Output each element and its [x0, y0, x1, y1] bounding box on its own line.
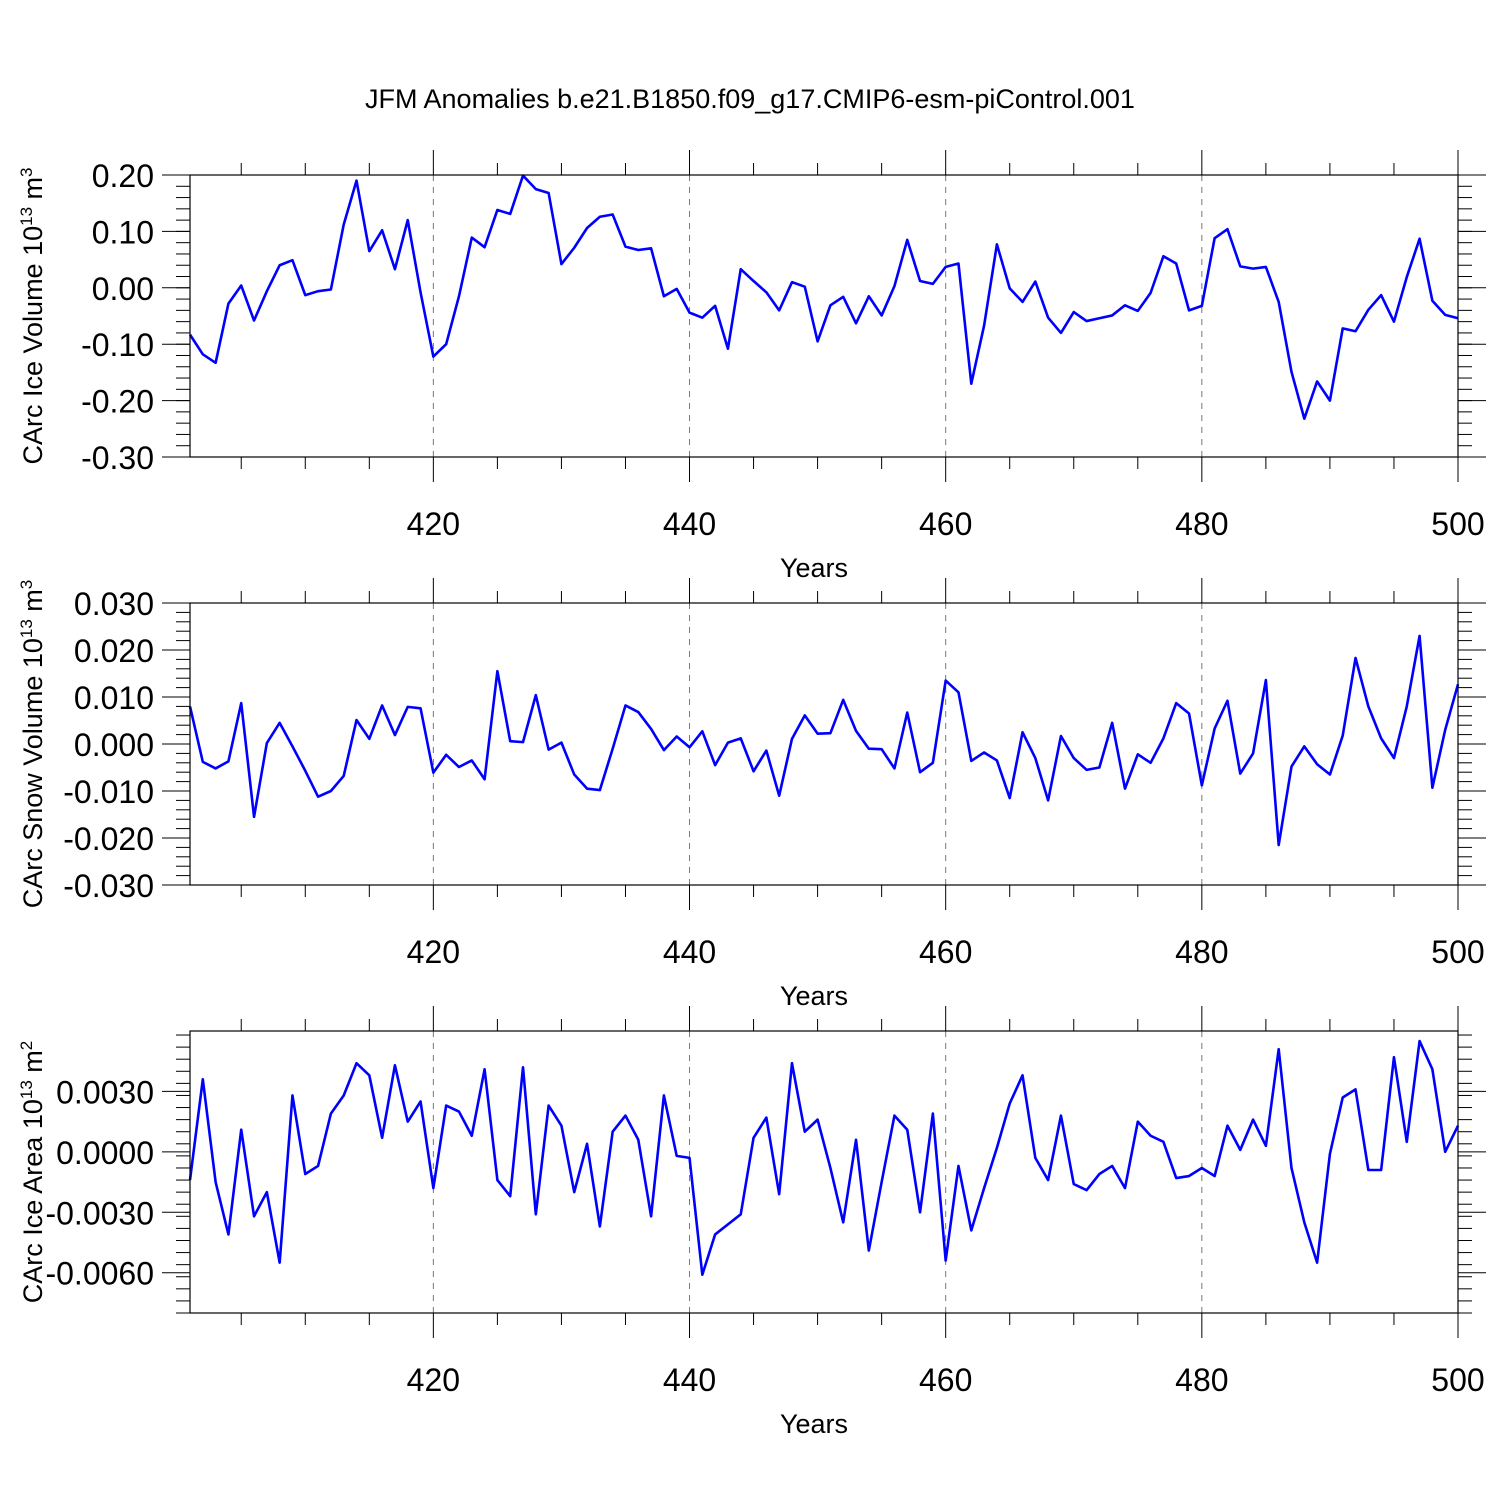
y-axis-title-part: m	[18, 589, 48, 619]
y-tick-label: 0.000	[74, 727, 154, 763]
x-tick-label: 480	[1175, 1362, 1228, 1398]
x-tick-label: 500	[1431, 934, 1484, 970]
y-axis-title-superscript: 3	[17, 580, 36, 589]
x-axis-title: Years	[780, 981, 848, 1011]
x-tick-label: 460	[919, 506, 972, 542]
chart-panel-3: 0.0030 0.0000 -0.0030 -0.0060 420 440 460 480 50…	[17, 1006, 1486, 1439]
y-tick-label: -0.0060	[45, 1256, 154, 1292]
y-axis-title-superscript: 13	[17, 619, 36, 638]
chart-panel-1: 0.20 0.10 0.00 -0.10 -0.20 -0.30 420 440 460 480 5…	[17, 150, 1486, 583]
chart-panel-2: 0.030 0.020 0.010 0.000 -0.010 -0.020 -0.030 42…	[17, 578, 1486, 1011]
x-tick-label: 440	[663, 506, 716, 542]
x-tick-label: 500	[1431, 1362, 1484, 1398]
y-tick-label: 0.0030	[56, 1074, 154, 1110]
y-tick-label: -0.010	[63, 774, 154, 810]
x-tick-label: 440	[663, 1362, 716, 1398]
x-tick-label: 480	[1175, 934, 1228, 970]
y-tick-label: 0.020	[74, 633, 154, 669]
x-tick-label: 420	[407, 934, 460, 970]
y-axis-title-part: m	[18, 177, 48, 207]
y-tick-label: -0.0030	[45, 1195, 154, 1231]
y-tick-label: -0.030	[63, 868, 154, 904]
x-tick-label: 440	[663, 934, 716, 970]
y-axis-title: CArc Ice Area 1013 m2	[17, 1041, 48, 1304]
y-tick-label: 0.0000	[56, 1135, 154, 1171]
series-line	[188, 634, 1460, 847]
y-tick-label: -0.30	[81, 440, 154, 476]
y-tick-label: -0.10	[81, 327, 154, 363]
x-axis-title: Years	[780, 1409, 848, 1439]
y-axis-title: CArc Ice Volume 1013 m3	[17, 167, 48, 464]
x-tick-label: 460	[919, 1362, 972, 1398]
plot-frame	[189, 1030, 1459, 1314]
series-line	[188, 1039, 1460, 1277]
x-tick-label: 420	[407, 506, 460, 542]
y-axis-title-superscript: 2	[17, 1041, 36, 1050]
y-tick-label: -0.020	[63, 821, 154, 857]
plot-frame	[189, 174, 1459, 458]
series-line	[188, 174, 1459, 420]
x-axis-title: Years	[780, 553, 848, 583]
x-tick-label: 420	[407, 1362, 460, 1398]
y-axis-title: CArc Snow Volume 1013 m3	[17, 580, 48, 909]
y-axis-title-part: CArc Ice Area 10	[18, 1099, 48, 1303]
y-axis-title-part: CArc Snow Volume 10	[18, 638, 48, 908]
x-tick-label: 460	[919, 934, 972, 970]
chart-title: JFM Anomalies b.e21.B1850.f09_g17.CMIP6-…	[365, 84, 1135, 114]
y-tick-label: 0.20	[92, 158, 154, 194]
y-axis-title-superscript: 13	[17, 207, 36, 226]
x-tick-label: 480	[1175, 506, 1228, 542]
y-tick-label: 0.00	[92, 271, 154, 307]
y-axis-title-superscript: 13	[17, 1080, 36, 1099]
y-axis-title-part: m	[18, 1050, 48, 1080]
y-tick-label: -0.20	[81, 384, 154, 420]
y-axis-title-part: CArc Ice Volume 10	[18, 226, 48, 465]
y-tick-label: 0.10	[92, 214, 154, 250]
y-tick-label: 0.030	[74, 586, 154, 622]
plot-frame	[189, 602, 1459, 886]
y-axis-title-superscript: 3	[17, 167, 36, 176]
y-tick-label: 0.010	[74, 680, 154, 716]
x-tick-label: 500	[1431, 506, 1484, 542]
